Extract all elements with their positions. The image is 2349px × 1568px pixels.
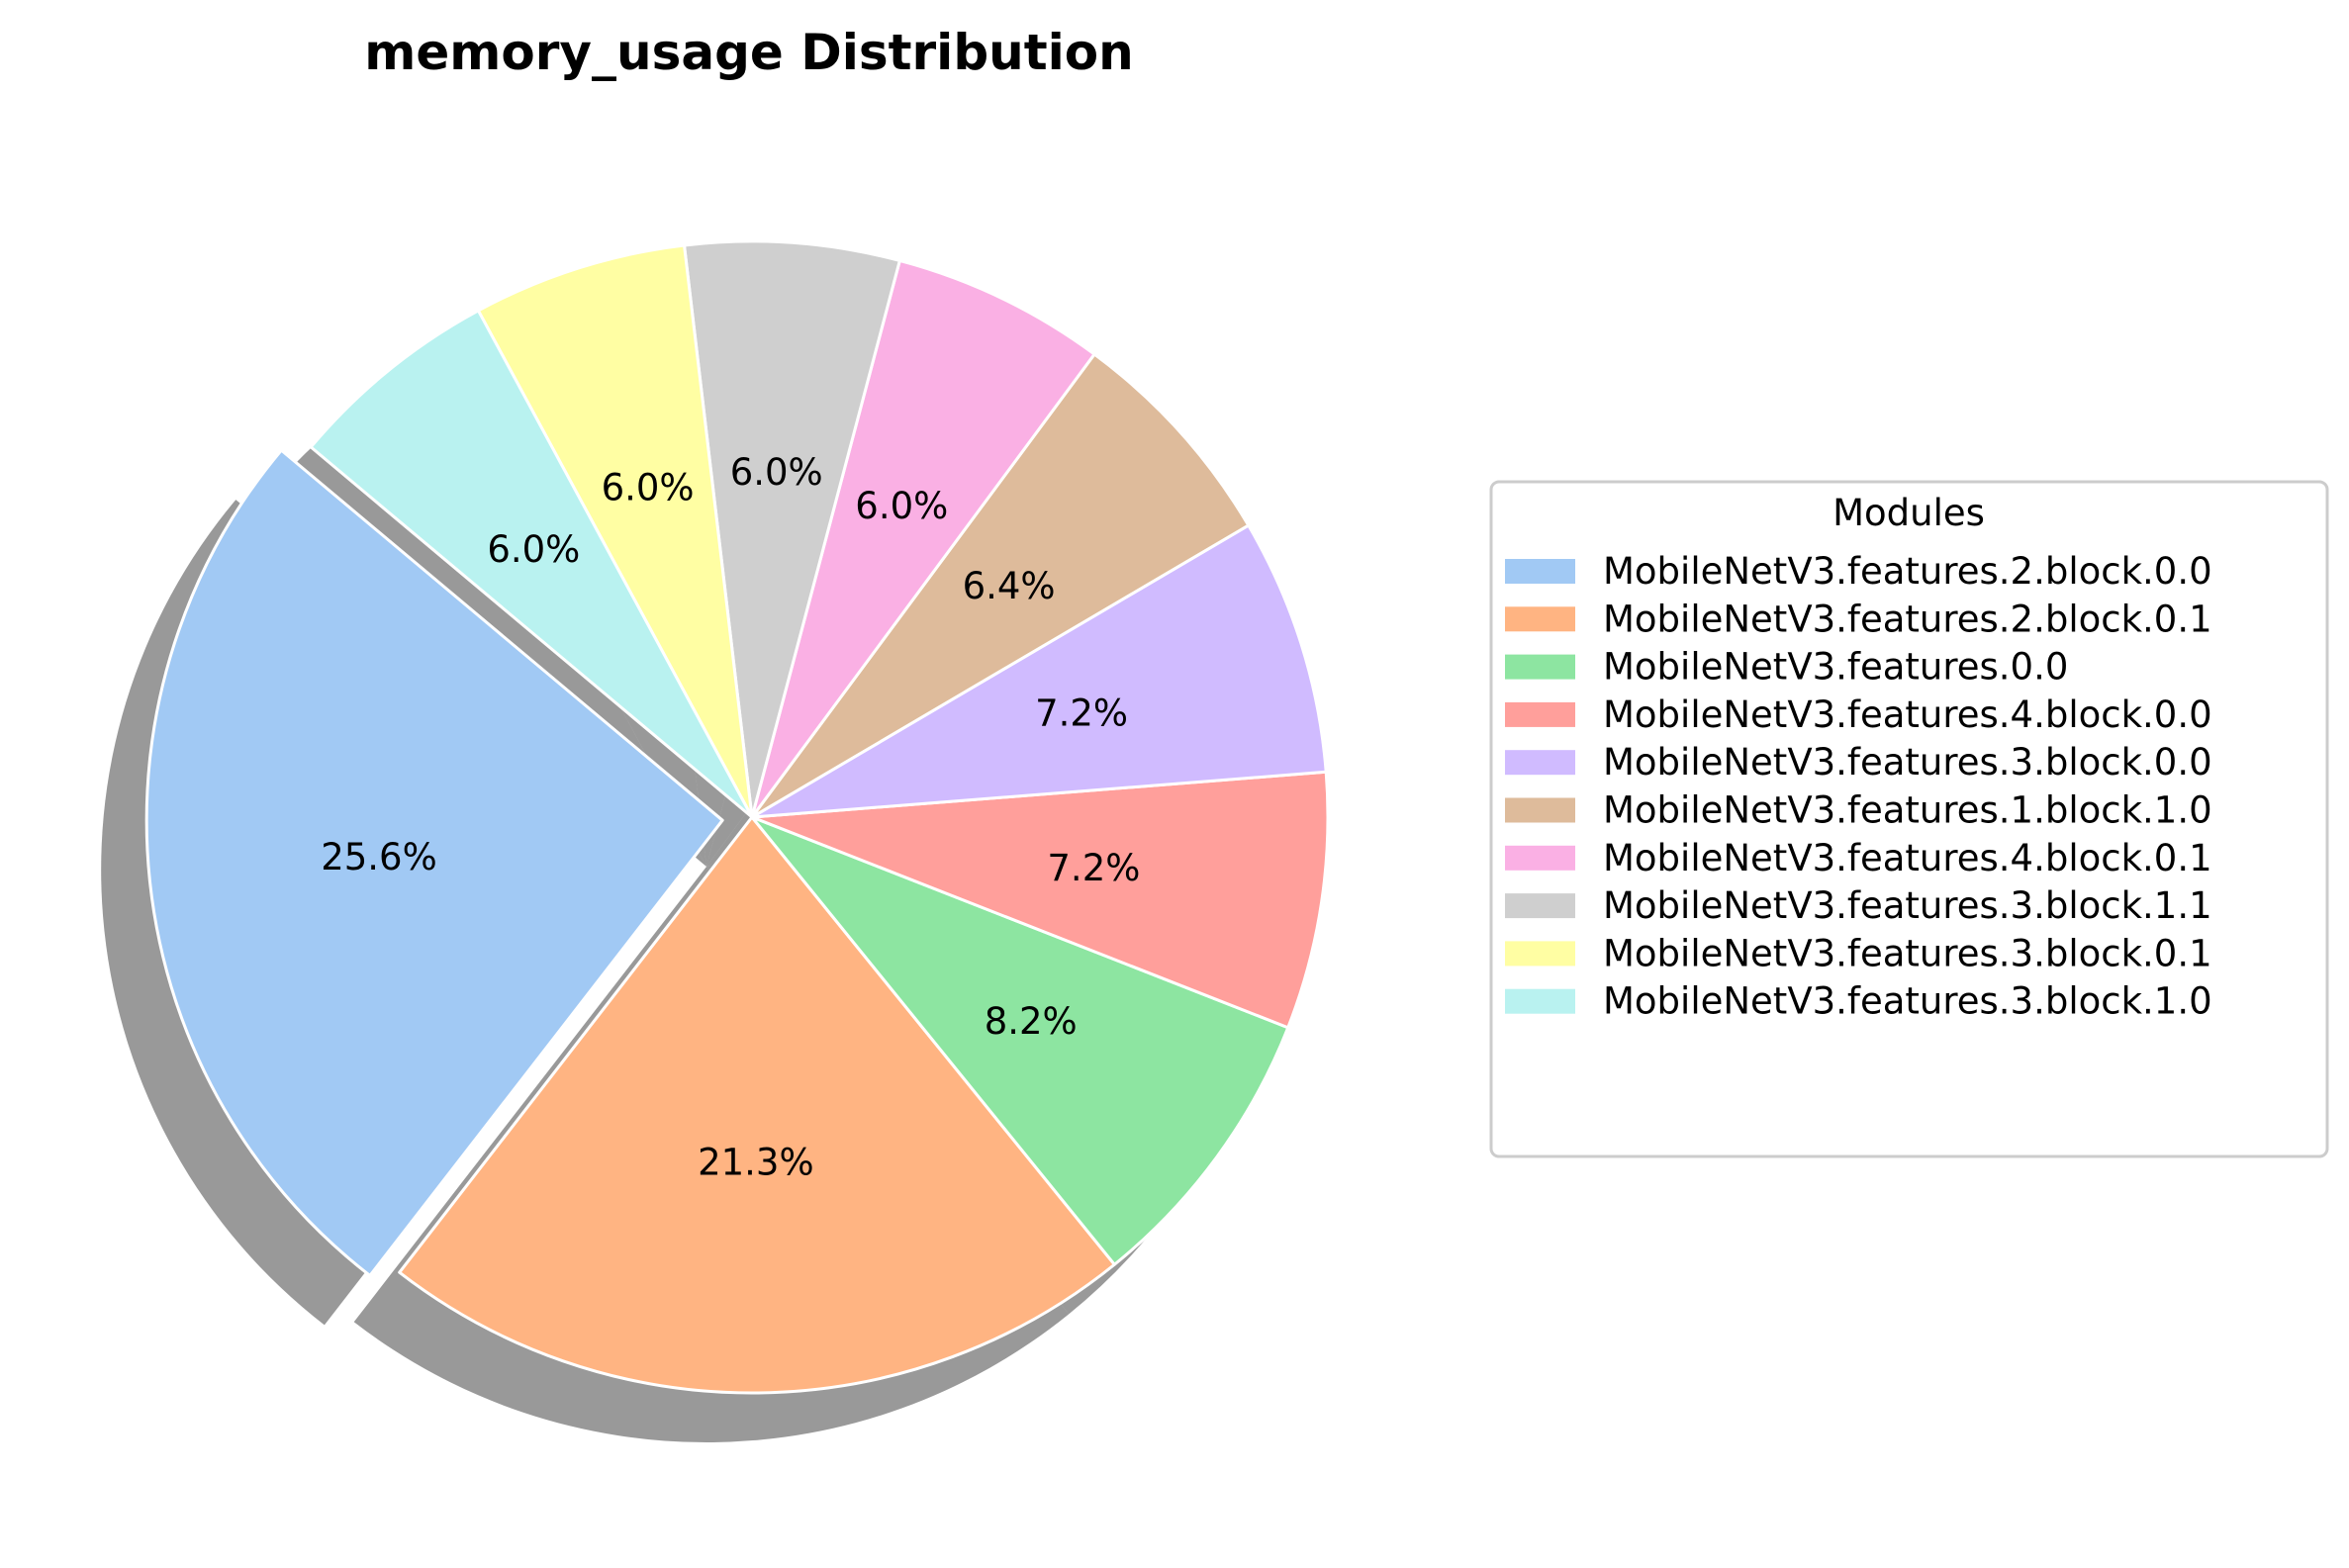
pie-slice-6 [750,258,1096,819]
legend-items: MobileNetV3.features.2.block.0.0 MobileNe… [1505,550,2212,1023]
legend-label-2: MobileNetV3.features.0.0 [1603,646,2068,689]
legend-swatch-1 [1505,606,1575,632]
legend-label-4: MobileNetV3.features.3.block.0.0 [1603,741,2212,784]
slice-pct-label-1: 21.3% [698,1142,814,1184]
legend-swatch-7 [1505,893,1575,919]
pie-slice-9 [309,309,754,819]
legend-label-8: MobileNetV3.features.3.block.0.1 [1603,932,2212,974]
slice-pct-label-9: 6.0% [487,528,580,571]
pie-slice-2 [750,815,1290,1266]
legend-swatch-9 [1505,988,1575,1014]
legend-label-6: MobileNetV3.features.4.block.0.1 [1603,837,2212,879]
legend-swatch-4 [1505,750,1575,776]
legend-label-9: MobileNetV3.features.3.block.1.0 [1603,980,2212,1023]
label-layer: 25.6% 21.3% 8.2% 7.2% 7.2% 6.4% 6.0% 6.0% 6.0% 6.… [321,451,1140,1184]
slice-pct-label-8: 6.0% [602,467,695,509]
pie-slice-7 [683,239,901,819]
legend-swatch-0 [1505,559,1575,584]
legend-swatch-3 [1505,701,1575,727]
pie-slice-0 [144,448,724,1277]
slice-pct-label-2: 8.2% [985,1000,1078,1043]
slice-pct-label-5: 6.4% [963,565,1056,607]
legend-label-0: MobileNetV3.features.2.block.0.0 [1603,550,2212,593]
slice-pct-label-0: 25.6% [321,836,437,878]
legend-box [1489,480,2329,1158]
legend-label-1: MobileNetV3.features.2.block.0.1 [1603,598,2212,640]
legend: Modules MobileNetV3.features.2.block.0.0… [1489,480,2329,1158]
legend-label-3: MobileNetV3.features.4.block.0.0 [1603,693,2212,736]
slice-pct-label-4: 7.2% [1035,692,1128,735]
legend-swatch-5 [1505,797,1575,823]
legend-title: Modules [1832,492,1985,534]
pie-slice-5 [750,352,1251,819]
slice-pct-label-7: 6.0% [730,451,823,494]
legend-swatch-2 [1505,654,1575,680]
legend-label-5: MobileNetV3.features.1.block.1.0 [1603,789,2212,832]
pie-slice-3 [750,770,1330,1030]
legend-label-7: MobileNetV3.features.3.block.1.1 [1603,884,2212,927]
slice-layer [144,239,1330,1395]
chart-title: memory_usage Distribution [364,24,1133,81]
slice-pct-label-6: 6.0% [855,485,948,527]
slice-pct-label-3: 7.2% [1047,847,1140,889]
legend-swatch-6 [1505,845,1575,871]
pie-slice-1 [398,815,1116,1395]
pie-slice-8 [476,243,754,819]
legend-swatch-8 [1505,941,1575,967]
pie-slice-4 [750,523,1328,819]
